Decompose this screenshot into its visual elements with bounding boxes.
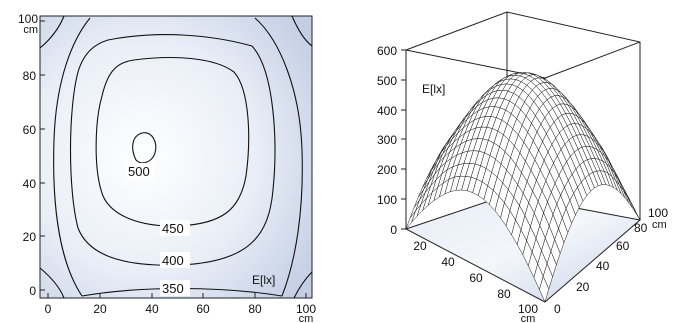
contour-y-unit: cm (23, 24, 38, 36)
surface-y-tick-40: 40 (596, 259, 610, 273)
surface-y-tick-20: 20 (576, 280, 590, 294)
contour-y-tick-60: 60 (23, 123, 37, 137)
surface-y-tick-100: 100 (648, 206, 668, 220)
contour-line-corner-tr (291, 15, 313, 47)
contour-label-bg-500 (126, 163, 154, 179)
contour-line-corner-bl (39, 267, 65, 299)
surface-z-label: E[lx] (422, 82, 445, 96)
contour-y-tick-80: 80 (23, 69, 37, 83)
contour-label-400: 400 (162, 253, 184, 268)
contour-x-tick-100: 100 (296, 302, 316, 316)
surface-z-tick-500: 500 (377, 74, 397, 88)
contour-line-400 (69, 34, 276, 266)
surface-x-tick-60: 60 (469, 271, 483, 285)
contour-label-450: 450 (162, 221, 184, 236)
contour-y-tick-0: 0 (29, 284, 36, 298)
contour-label-350: 350 (162, 281, 184, 296)
contour-line-corner-br (293, 271, 313, 299)
surface-z-tick-400: 400 (377, 104, 397, 118)
contour-z-label: E[lx] (252, 273, 275, 287)
surface-y-tick-60: 60 (616, 239, 630, 253)
surface-chart: E[lx] 0 100 200 300 400 500 600 20 40 60… (377, 11, 668, 323)
contour-x-tick-40: 40 (145, 302, 159, 316)
contour-plot-area (39, 15, 313, 299)
surface-x-tick-100: 100 (518, 302, 538, 316)
surface-z-tick-100: 100 (377, 193, 397, 207)
contour-label-bg-350 (160, 280, 190, 296)
contour-line-350-right (254, 17, 303, 297)
surface-x-tick-20: 20 (413, 239, 427, 253)
surface-x-unit: cm (521, 313, 536, 323)
surface-y-tick-80: 80 (634, 221, 648, 235)
contour-line-350 (53, 17, 91, 297)
surface-z-tick-300: 300 (377, 133, 397, 147)
contour-x-axis (47, 293, 307, 298)
surface-z-axis (401, 49, 406, 230)
contour-label-bg-400 (160, 252, 190, 268)
surface-y-tick-0: 0 (554, 302, 561, 316)
contour-y-tick-100: 100 (18, 12, 38, 26)
contour-x-tick-0: 0 (45, 302, 52, 316)
surface-z-tick-600: 600 (377, 44, 397, 58)
surface-x-tick-40: 40 (441, 255, 455, 269)
surface-x-tick-80: 80 (497, 287, 511, 301)
contour-label-500: 500 (128, 164, 150, 179)
contour-y-tick-20: 20 (23, 230, 37, 244)
surface-mesh-cell (539, 275, 550, 303)
contour-y-tick-40: 40 (23, 177, 37, 191)
contour-y-axis (40, 20, 45, 291)
contour-line-corner-tl (39, 15, 65, 49)
contour-x-tick-60: 60 (196, 302, 210, 316)
contour-chart: 500 450 400 350 E[lx] 0 20 40 60 80 100 … (18, 12, 316, 323)
surface-y-unit: cm (652, 219, 667, 231)
contour-x-unit: cm (299, 313, 314, 323)
contour-x-tick-80: 80 (248, 302, 262, 316)
contour-lines (39, 15, 313, 299)
surface-z-tick-0: 0 (390, 223, 397, 237)
contour-label-bg-450 (160, 220, 190, 236)
contour-x-tick-20: 20 (93, 302, 107, 316)
contour-line-500 (132, 132, 157, 164)
surface-z-tick-200: 200 (377, 163, 397, 177)
surface-mesh (405, 72, 641, 303)
